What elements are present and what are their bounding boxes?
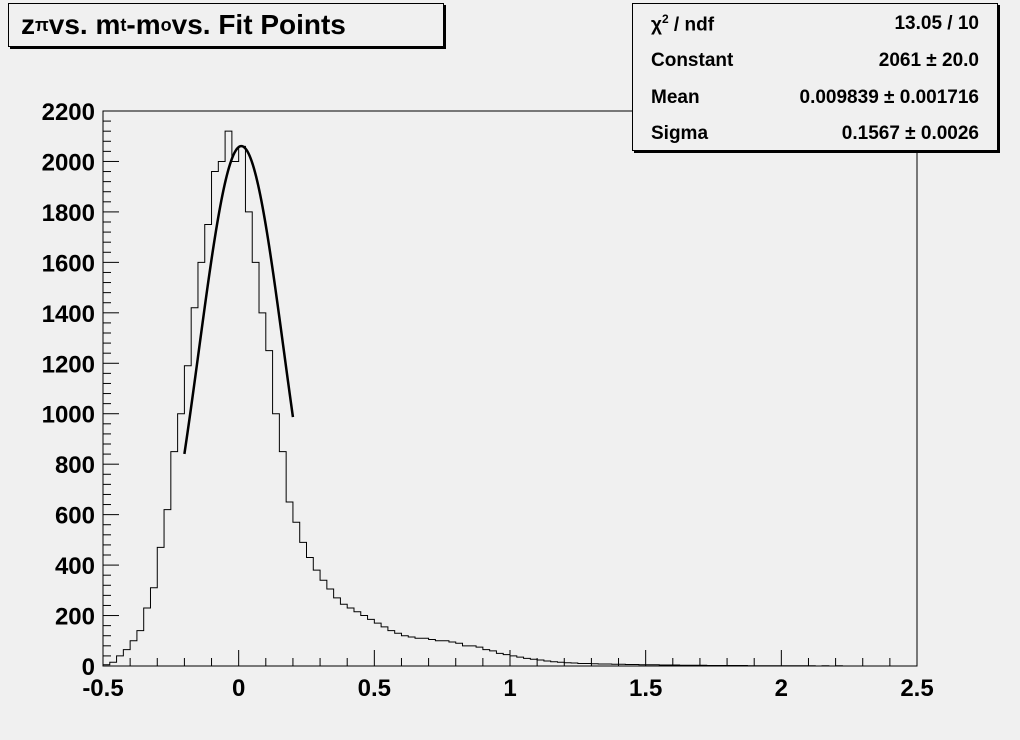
title-sub-o: o [160,14,172,35]
plot-frame [102,110,918,667]
axis-ticks [102,110,918,667]
y-tick-label: 1800 [42,200,95,227]
title-part4: vs. Fit Points [171,9,346,40]
y-tick-label: 1200 [42,351,95,378]
y-tick-label: 1600 [42,250,95,277]
y-tick-label: 400 [55,553,95,580]
y-tick-label: 2200 [42,99,95,126]
title-z: z [21,9,35,40]
title-part3: -m [126,9,161,40]
y-tick-label: 2000 [42,149,95,176]
x-tick-label: 0.5 [358,675,391,702]
stat-value-mean: 0.009839 ± 0.001716 [799,87,979,108]
y-tick-label: 1400 [42,301,95,328]
x-tick-label: 0 [232,675,245,702]
axis-tick-labels: -0.5 0 0.5 1 1.5 2 2.5020040060080010001200140… [42,99,934,702]
stat-value-constant: 2061 ± 20.0 [878,50,979,71]
x-tick-label: 1 [503,675,516,702]
title-sub-pi: π [35,14,49,35]
stat-row-chi2: χ2 / ndf 13.05 / 10 [633,6,997,42]
stat-value-chi2: 13.05 / 10 [894,13,979,34]
title-part2: vs. m [48,9,121,40]
x-tick-label: 2 [775,675,788,702]
stat-label-chi2: χ2 / ndf [651,11,715,36]
stat-value-sigma: 0.1567 ± 0.0026 [841,123,979,144]
gaussian-fit-curve [183,144,295,455]
y-tick-label: 1000 [42,402,95,429]
y-tick-label: 600 [55,503,95,530]
stat-row-sigma: Sigma 0.1567 ± 0.0026 [633,116,997,152]
y-tick-label: 0 [82,654,95,681]
stat-row-constant: Constant 2061 ± 20.0 [633,43,997,79]
stat-label-sigma: Sigma [651,123,709,144]
fit-stats-box: χ2 / ndf 13.05 / 10 Constant 2061 ± 20.0… [632,3,998,151]
x-tick-label: 2.5 [900,675,933,702]
histogram-steps [103,130,917,667]
x-tick-label: 1.5 [629,675,662,702]
y-tick-label: 200 [55,604,95,631]
x-tick-label: -0.5 [82,675,123,702]
stat-label-mean: Mean [651,87,700,108]
stat-label-constant: Constant [651,50,734,71]
stat-row-mean: Mean 0.009839 ± 0.001716 [633,80,997,116]
y-tick-label: 800 [55,452,95,479]
title-sub-t: t [120,14,127,35]
